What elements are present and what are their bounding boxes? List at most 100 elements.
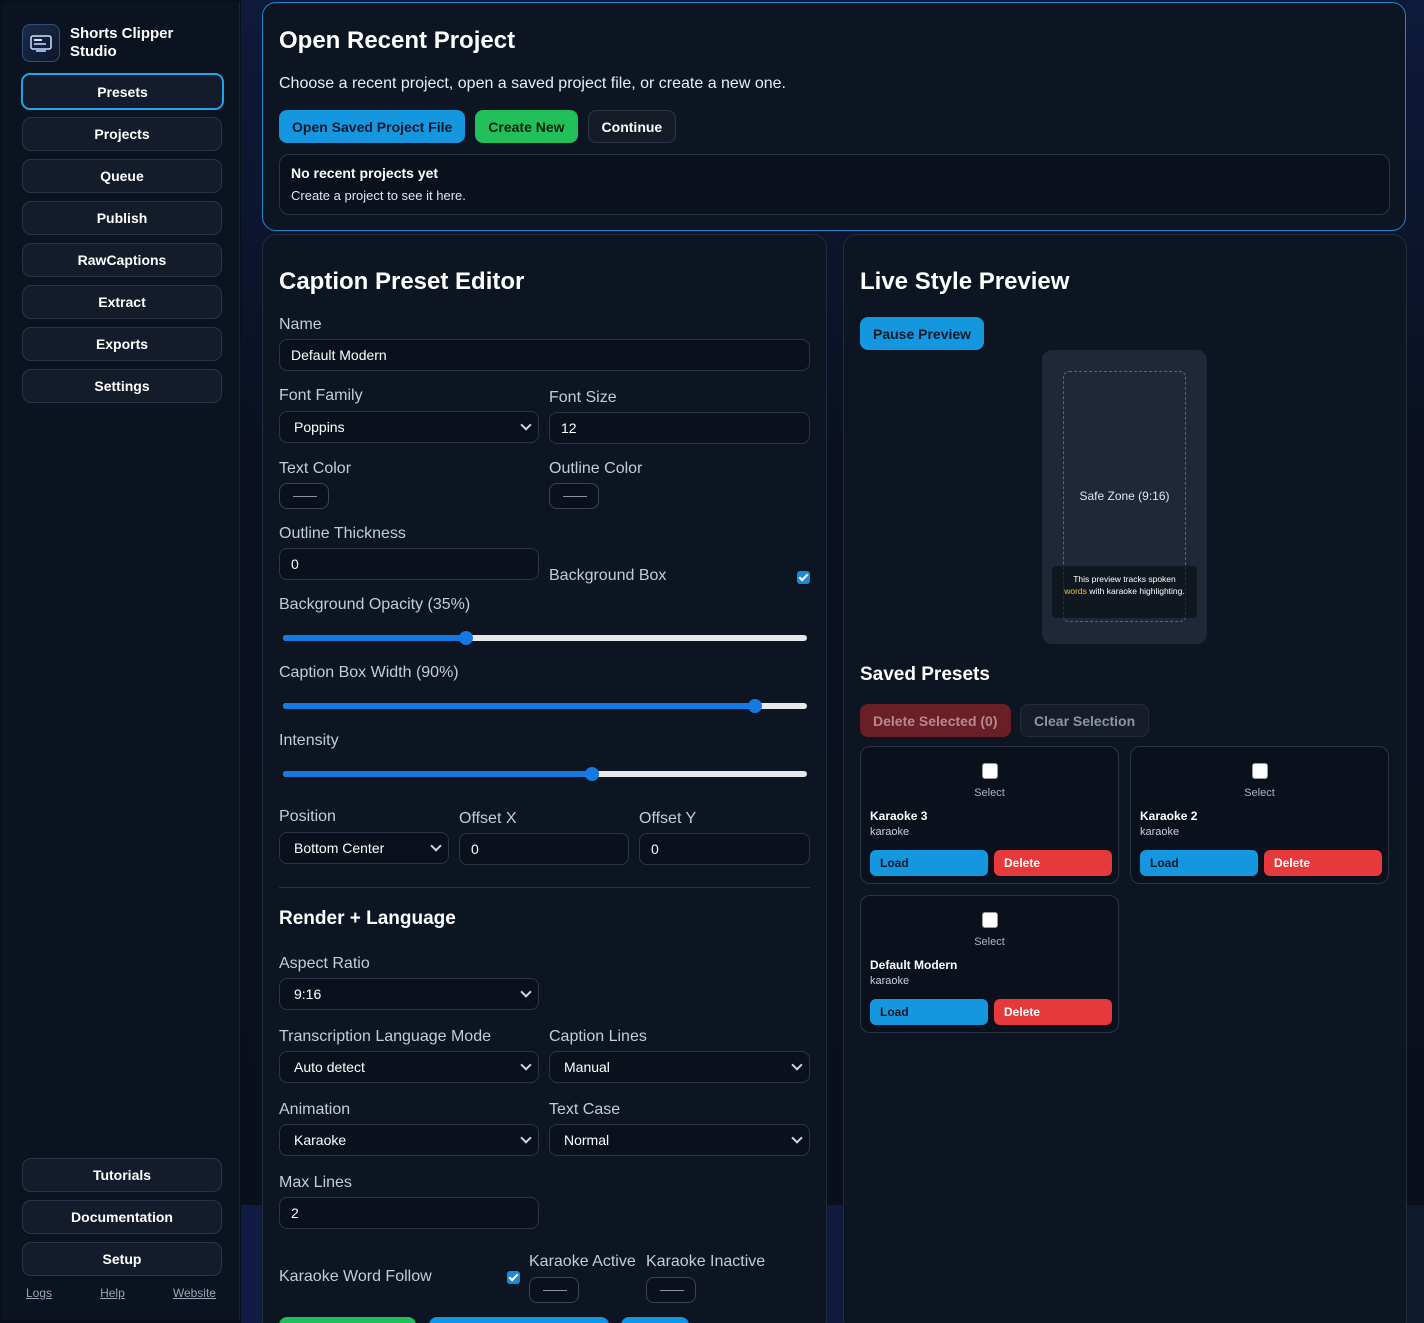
position-select[interactable]: Bottom Center xyxy=(279,832,449,864)
offset-x-input[interactable]: 0 xyxy=(459,833,629,865)
preset-name: Karaoke 3 xyxy=(870,809,928,823)
outline-color-swatch[interactable] xyxy=(549,483,599,509)
slider-fill xyxy=(283,703,755,709)
text-case-value: Normal xyxy=(564,1132,610,1148)
offset-y-input[interactable]: 0 xyxy=(639,833,810,865)
text-case-select[interactable]: Normal xyxy=(549,1124,810,1156)
load-preset-button[interactable]: Load xyxy=(1140,850,1258,876)
max-lines-label: Max Lines xyxy=(279,1174,352,1191)
sidebar-item-tutorials[interactable]: Tutorials xyxy=(22,1158,222,1192)
recent-project-panel: Open Recent Project Choose a recent proj… xyxy=(262,2,1406,231)
delete-preset-button[interactable]: Delete xyxy=(1264,850,1382,876)
aspect-ratio-label: Aspect Ratio xyxy=(279,955,370,972)
continue-button[interactable]: Continue xyxy=(587,110,677,143)
preset-select-label: Select xyxy=(974,936,1005,948)
position-label: Position xyxy=(279,808,336,825)
chevron-down-icon xyxy=(430,840,442,852)
sidebar: Shorts Clipper Studio Presets Projects Q… xyxy=(2,2,240,1320)
safe-zone-label: Safe Zone (9:16) xyxy=(1079,489,1170,503)
caption-lines-select[interactable]: Manual xyxy=(549,1051,810,1083)
preset-editor-panel: Caption Preset Editor Name Default Moder… xyxy=(262,234,827,1323)
preview-title: Live Style Preview xyxy=(860,268,1070,295)
outline-thickness-label: Outline Thickness xyxy=(279,525,406,542)
preset-select-checkbox[interactable] xyxy=(982,763,998,779)
app-logo-icon xyxy=(22,24,60,62)
slider-fill xyxy=(283,635,467,641)
sidebar-item-settings[interactable]: Settings xyxy=(22,369,222,403)
sidebar-item-setup[interactable]: Setup xyxy=(22,1242,222,1276)
bg-opacity-slider[interactable] xyxy=(283,631,807,645)
lang-mode-label: Transcription Language Mode xyxy=(279,1028,491,1045)
preset-style: karaoke xyxy=(870,975,910,987)
name-input[interactable]: Default Modern xyxy=(279,339,810,371)
karaoke-follow-label: Karaoke Word Follow xyxy=(279,1268,432,1285)
intensity-slider[interactable] xyxy=(283,767,807,781)
font-family-select[interactable]: Poppins xyxy=(279,411,539,443)
website-link[interactable]: Website xyxy=(172,1286,216,1300)
sidebar-item-presets[interactable]: Presets xyxy=(21,73,224,110)
sidebar-item-projects[interactable]: Projects xyxy=(22,117,222,151)
animation-select[interactable]: Karaoke xyxy=(279,1124,539,1156)
delete-preset-button[interactable]: Delete xyxy=(994,999,1112,1025)
recent-actions: Open Saved Project File Create New Conti… xyxy=(279,110,677,143)
logs-link[interactable]: Logs xyxy=(26,1286,53,1300)
outline-thickness-input[interactable]: 0 xyxy=(279,548,539,580)
preset-name: Karaoke 2 xyxy=(1140,809,1198,823)
karaoke-follow-checkbox[interactable] xyxy=(507,1271,520,1284)
open-saved-project-button[interactable]: Open Saved Project File xyxy=(279,110,466,143)
slider-thumb[interactable] xyxy=(585,767,600,781)
empty-title: No recent projects yet xyxy=(291,165,439,181)
aspect-ratio-value: 9:16 xyxy=(294,986,322,1002)
preset-card: Select Karaoke 2 karaoke Load Delete xyxy=(1130,746,1389,884)
name-label: Name xyxy=(279,316,322,333)
load-preset-button[interactable]: Load xyxy=(870,999,988,1025)
karaoke-inactive-swatch[interactable] xyxy=(646,1277,696,1303)
slider-thumb[interactable] xyxy=(747,699,762,713)
karaoke-active-label: Karaoke Active xyxy=(529,1253,636,1270)
text-color-swatch[interactable] xyxy=(279,483,329,509)
section-divider xyxy=(279,887,810,888)
caption-lines-label: Caption Lines xyxy=(549,1028,647,1045)
create-new-button[interactable]: Create New xyxy=(475,110,578,143)
karaoke-active-swatch[interactable] xyxy=(529,1277,579,1303)
sidebar-item-documentation[interactable]: Documentation xyxy=(22,1200,222,1234)
preset-select-label: Select xyxy=(1244,787,1275,799)
sidebar-item-publish[interactable]: Publish xyxy=(22,201,222,235)
load-preset-button[interactable]: Load xyxy=(870,850,988,876)
intensity-label: Intensity xyxy=(279,732,339,749)
slider-thumb[interactable] xyxy=(459,631,474,645)
max-lines-input[interactable]: 2 xyxy=(279,1197,539,1229)
safe-zone-frame xyxy=(1063,371,1186,622)
action-button-partial[interactable] xyxy=(429,1317,609,1323)
background-box-checkbox[interactable] xyxy=(797,571,810,584)
phone-preview: Safe Zone (9:16) This preview tracks spo… xyxy=(1042,350,1207,644)
aspect-ratio-select[interactable]: 9:16 xyxy=(279,978,539,1010)
delete-selected-button[interactable]: Delete Selected (0) xyxy=(860,704,1011,737)
box-width-slider[interactable] xyxy=(283,699,807,713)
save-button-partial[interactable] xyxy=(279,1317,416,1323)
lang-mode-value: Auto detect xyxy=(294,1059,365,1075)
sidebar-links: Logs Help Website xyxy=(26,1286,216,1300)
preset-select-checkbox[interactable] xyxy=(982,912,998,928)
delete-preset-button[interactable]: Delete xyxy=(994,850,1112,876)
font-size-input[interactable]: 12 xyxy=(549,412,810,444)
karaoke-inactive-label: Karaoke Inactive xyxy=(646,1253,766,1270)
action-button-partial[interactable] xyxy=(621,1317,689,1323)
pause-preview-button[interactable]: Pause Preview xyxy=(860,317,985,350)
clear-selection-button[interactable]: Clear Selection xyxy=(1020,704,1150,737)
saved-presets-title: Saved Presets xyxy=(860,664,990,685)
sidebar-item-extract[interactable]: Extract xyxy=(22,285,222,319)
caption-text-after: with karaoke highlighting. xyxy=(1089,586,1185,596)
lang-mode-select[interactable]: Auto detect xyxy=(279,1051,539,1083)
preset-select-label: Select xyxy=(974,787,1005,799)
text-color-label: Text Color xyxy=(279,460,352,477)
chevron-down-icon xyxy=(791,1132,803,1144)
help-link[interactable]: Help xyxy=(100,1286,125,1300)
offset-y-label: Offset Y xyxy=(639,810,697,827)
preset-card: Select Karaoke 3 karaoke Load Delete xyxy=(860,746,1119,884)
sidebar-item-rawcaptions[interactable]: RawCaptions xyxy=(22,243,222,277)
box-width-label: Caption Box Width (90%) xyxy=(279,664,459,681)
sidebar-item-exports[interactable]: Exports xyxy=(22,327,222,361)
sidebar-item-queue[interactable]: Queue xyxy=(22,159,222,193)
preset-select-checkbox[interactable] xyxy=(1252,763,1268,779)
